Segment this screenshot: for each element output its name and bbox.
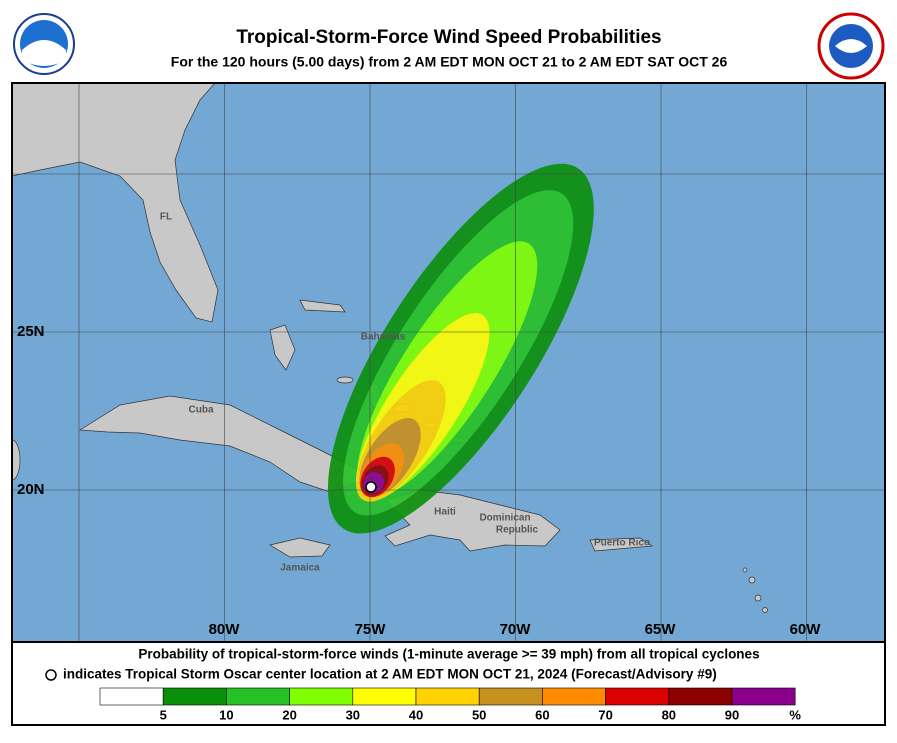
probability-swath (327, 163, 594, 534)
place-label: Puerto Rico (594, 538, 650, 549)
map-labels: 80W 75W 70W 65W 60W 25N 20N FL Bahamas Cuba Jamaic… (17, 212, 821, 638)
frame (11, 82, 886, 726)
lon-label: 60W (790, 621, 822, 638)
graticule (12, 83, 885, 642)
legend-tick: 5 (160, 707, 167, 722)
legend-swatch (731, 687, 796, 706)
place-label: Cuba (189, 405, 214, 416)
legend-unit: % (789, 707, 801, 722)
legend-swatch (605, 687, 670, 706)
lon-label: 80W (209, 621, 241, 638)
storm-center (365, 481, 377, 493)
legend: 5 10 20 30 40 50 60 70 80 90% (99, 687, 801, 722)
legend-swatch (415, 687, 480, 706)
footer-line2: indicates Tropical Storm Oscar center lo… (63, 667, 717, 682)
legend-swatch (542, 687, 606, 706)
legend-swatch (352, 687, 417, 706)
legend-swatch (478, 687, 543, 706)
lon-label: 65W (645, 621, 677, 638)
legend-tick: 10 (219, 707, 233, 722)
legend-tick: 90 (725, 707, 739, 722)
legend-swatch (162, 687, 227, 706)
land (12, 83, 768, 613)
subtitle: For the 120 hours (5.00 days) from 2 AM … (171, 54, 728, 70)
legend-tick: 50 (472, 707, 486, 722)
place-label: Haiti (434, 507, 456, 518)
noaa-logo (13, 13, 75, 75)
lat-label: 20N (17, 481, 45, 498)
lon-label: 75W (355, 621, 387, 638)
center-symbol (45, 669, 57, 681)
legend-swatch (99, 687, 164, 706)
title: Tropical-Storm-Force Wind Speed Probabil… (236, 27, 661, 48)
footer-line1: Probability of tropical-storm-force wind… (138, 647, 759, 662)
lat-label: 25N (17, 323, 45, 340)
legend-tick: 70 (598, 707, 612, 722)
lon-label: 70W (500, 621, 532, 638)
legend-swatch (668, 687, 733, 706)
nws-logo (817, 12, 885, 80)
legend-tick: 40 (409, 707, 423, 722)
place-label: Dominican (479, 513, 530, 524)
map: 80W 75W 70W 65W 60W 25N 20N FL Bahamas Cuba Jamaic… (12, 83, 885, 642)
legend-swatch (226, 687, 290, 706)
place-label: Republic (496, 525, 539, 536)
legend-tick: 80 (662, 707, 676, 722)
place-label: Jamaica (280, 563, 320, 574)
legend-swatch (289, 687, 354, 706)
place-label: FL (160, 212, 172, 223)
legend-tick: 20 (282, 707, 296, 722)
legend-tick: 30 (346, 707, 360, 722)
place-label: Bahamas (361, 332, 406, 343)
legend-tick: 60 (535, 707, 549, 722)
